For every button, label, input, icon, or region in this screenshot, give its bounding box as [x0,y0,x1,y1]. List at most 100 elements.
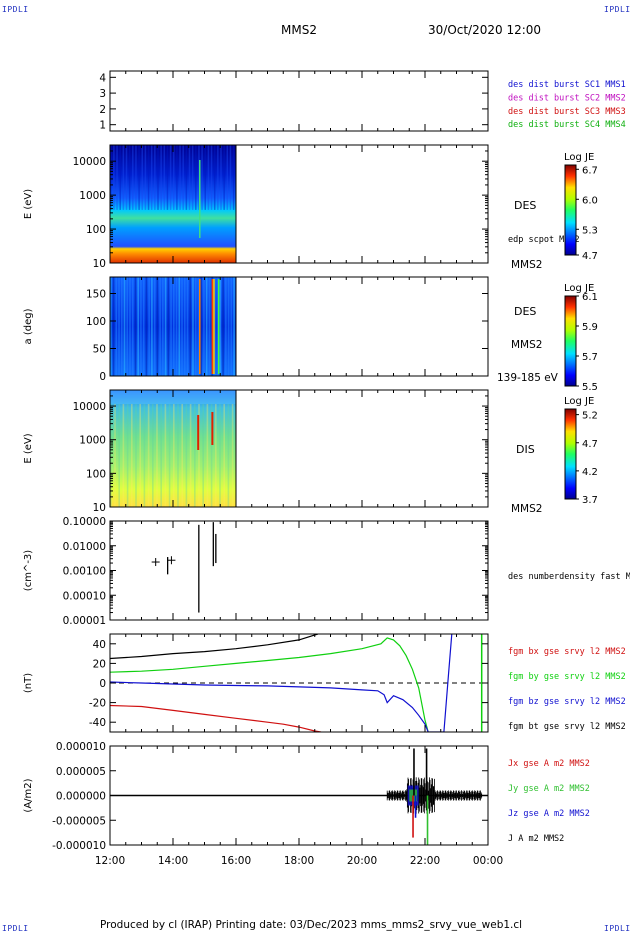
panel-2-y-tick-label: 0 [99,371,106,383]
des-pitch-stripe [115,277,118,376]
des-energy-stripe [157,145,159,210]
des-pitch-stripe [197,277,200,376]
panel-0-y-tick-label: 3 [99,88,106,100]
des-energy-stripe [223,145,225,210]
des-pitch-stripe [110,277,112,376]
dis-energy-stripe [223,404,225,507]
panel-4-y-tick-label: 0.01000 [63,541,106,553]
dis-energy-stripe [202,404,204,507]
des-pitch-stripe [148,277,150,376]
des-pitch-stripe [183,277,186,376]
colorbar-2 [564,295,577,387]
des-pitch-stripe [112,277,115,376]
panel-1-y-axis-label: E (eV) [23,189,34,219]
dis-energy-stripe [118,404,120,507]
des-energy-stripe [132,145,134,210]
colorbar-2-tick-label: 5.7 [582,352,598,363]
panel-6-y-tick-label: 0.000005 [56,766,106,778]
des-pitch-stripe [153,277,156,376]
fgm-series-line [110,637,429,732]
dis-energy-spectrogram [110,390,236,507]
datetime-title: 30/Oct/2020 12:00 [428,23,542,37]
des-energy-stripe [113,145,115,210]
des-pitch-energy-range: 139-185 eV [497,372,559,384]
des-pitch-stripe [120,277,123,376]
des-pitch-stripe [137,277,139,376]
time-axis-label: 22:00 [410,855,440,867]
dis-energy-stripe [198,404,200,507]
des-energy-stripe [201,145,203,210]
panel-4-y-tick-label: 0.00100 [63,566,106,578]
des-pitch-stripe [200,277,202,376]
panel-2-y-axis-label: a (deg) [23,308,34,344]
des-energy-stripe [128,145,131,210]
dis-energy-stripe [215,404,217,507]
dis-energy-stripe [173,404,175,507]
des-energy-stripe [160,145,162,210]
des-pitch-stripe [162,277,164,376]
des-energy-stripe [154,145,156,210]
dis-energy-stripe [122,404,125,507]
panel-1-y-tick-label: 10 [93,258,106,270]
dis-energy-stripe [227,404,230,507]
des-energy-stripe [182,145,184,210]
colorbar-3-title: Log JE [564,396,594,407]
des-energy-stripe [138,145,140,210]
chart-layer: 1 2 3 4 des dist burst SC1 MMS1 des dist burs… [23,70,630,867]
des-energy-stripe [232,145,235,210]
panel-4-y-axis-label: (cm^-3) [23,550,34,591]
panel-0-y-tick-label: 2 [99,104,106,116]
des-energy-stripe [119,145,121,210]
dis-energy-stripe [219,404,221,507]
des-pitch-stripe [203,277,205,376]
colorbar-1-tick-label: 5.3 [582,225,598,236]
des-pitch-stripe [140,277,142,376]
colorbar-3-tick-label: 4.2 [582,467,598,478]
fgm-series-line [110,634,319,660]
current-legend-label: J A m2 MMS2 [508,834,564,844]
fgm-legend-label: fgm bz gse srvy l2 MMS2 [508,697,626,707]
colorbar-2-tick-label: 5.5 [582,382,598,393]
legend-burst-4: des dist burst SC4 MMS4 [508,120,626,130]
des-pitch-stripe [129,277,131,376]
des-pitch-stripe [134,277,137,376]
panel-6-y-tick-label: 0.000010 [56,741,106,753]
corner-label-bottom-left: IPDLI [2,924,29,933]
des-pitch-stripe [173,277,175,376]
time-axis-label: 16:00 [221,855,251,867]
des-pitch-stripe [159,277,161,376]
des-pitch-stripe [123,277,126,376]
dis-instrument-label: DIS [516,443,535,456]
panel-5-y-tick-label: 40 [93,639,106,651]
panel-5-y-tick-label: 20 [93,658,106,670]
dis-energy-stripe [126,404,129,507]
des-pitch-stripe [225,277,227,376]
des-energy-stripe [116,145,118,210]
panel-6-y-tick-label: -0.000005 [52,815,106,827]
colorbar-3-tick-label: 4.7 [582,439,598,450]
panel-6-y-tick-label: -0.000010 [52,840,106,852]
des-pitch-stripe [222,277,224,376]
panel-1-y-tick-label: 100 [86,224,106,236]
panel-2-y-tick-label: 100 [86,316,106,328]
panel-3-y-tick-label: 100 [86,468,106,480]
colorbar-1 [564,164,577,256]
des-pitch-stripe [227,277,230,376]
dis-energy-stripe [185,404,188,507]
des-pitch-stripe [230,277,233,376]
des-energy-stripe [150,145,153,210]
colorbar-2-tick-label: 5.9 [582,322,598,333]
des-instrument-label: DES [514,199,536,212]
des-energy-stripe [204,145,206,210]
dis-energy-stripe [189,404,192,507]
time-axis-label: 20:00 [347,855,377,867]
legend-burst-1: des dist burst SC1 MMS1 [508,80,626,90]
des-pitch-stripe [175,277,178,376]
fgm-legend-label: fgm bx gse srvy l2 MMS2 [508,647,626,657]
dis-energy-stripe [135,404,137,507]
des-energy-stripe [141,145,143,210]
dis-energy-stripe [114,404,116,507]
panel-4-y-tick-label: 0.10000 [63,516,106,528]
panel-1-y-tick-label: 10000 [73,156,106,168]
des-energy-stripe [226,145,229,210]
